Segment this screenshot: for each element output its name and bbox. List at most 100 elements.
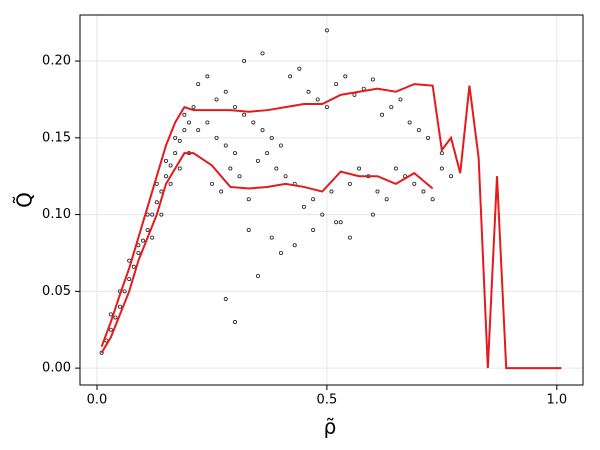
x-axis-label: ρ̃ [324,415,337,439]
point [177,138,182,143]
point [370,77,375,82]
point [283,174,288,179]
point [334,220,339,225]
point [449,174,454,179]
point [278,250,283,255]
point [168,181,173,186]
point [154,200,159,205]
point [242,112,247,117]
point [430,197,435,202]
point [329,189,334,194]
point [370,212,375,217]
point [255,158,260,163]
point [228,166,233,171]
point [209,181,214,186]
point [311,197,316,202]
point [173,135,178,140]
point [232,151,237,156]
point [334,82,339,87]
point [205,120,210,125]
point [357,166,362,171]
point [343,74,348,79]
point [306,89,311,94]
point [292,243,297,248]
point [315,97,320,102]
point [108,327,113,332]
point [338,220,343,225]
x-tick-label: 0.5 [317,393,338,408]
point [173,151,178,156]
point [108,312,113,317]
point [347,181,352,186]
point [439,166,444,171]
y-tick-label: 0.20 [42,54,71,69]
point [214,135,219,140]
point [426,135,431,140]
point [255,273,260,278]
y-tick-label: 0.15 [42,130,71,145]
x-tick-label: 1.0 [546,393,567,408]
point [412,181,417,186]
point [269,135,274,140]
point [347,235,352,240]
point [163,158,168,163]
point [439,151,444,156]
point [384,197,389,202]
point [186,120,191,125]
point [113,315,118,320]
point [223,89,228,94]
point [251,120,256,125]
line [100,83,562,370]
point [150,235,155,240]
point [223,297,228,302]
point [182,128,187,133]
point [393,166,398,171]
point [191,105,196,110]
point [136,250,141,255]
point [182,112,187,117]
point [205,74,210,79]
point [196,82,201,87]
point [311,227,316,232]
point [380,112,385,117]
point [421,189,426,194]
point [398,97,403,102]
point [389,105,394,110]
plot-frame [79,14,584,386]
y-tick-label: 0.00 [42,361,71,376]
point [407,120,412,125]
point [219,189,224,194]
point [145,227,150,232]
point [177,166,182,171]
point [375,189,380,194]
point [237,174,242,179]
point [242,59,247,64]
point [274,166,279,171]
point [214,97,219,102]
point [324,105,329,110]
point [118,304,123,309]
point [232,320,237,325]
y-axis-label: Q̃ [13,192,37,208]
point [140,238,145,243]
point [223,143,228,148]
point [168,163,173,168]
line [100,152,434,354]
point [269,235,274,240]
point [163,174,168,179]
point [246,197,251,202]
point [150,212,155,217]
point [297,66,302,71]
point [320,212,325,217]
point [288,74,293,79]
point [278,143,283,148]
point [246,227,251,232]
y-tick-label: 0.05 [42,284,71,299]
point [232,105,237,110]
y-tick-label: 0.10 [42,207,71,222]
point [260,128,265,133]
point [127,277,132,282]
point [301,204,306,209]
point [131,264,136,269]
